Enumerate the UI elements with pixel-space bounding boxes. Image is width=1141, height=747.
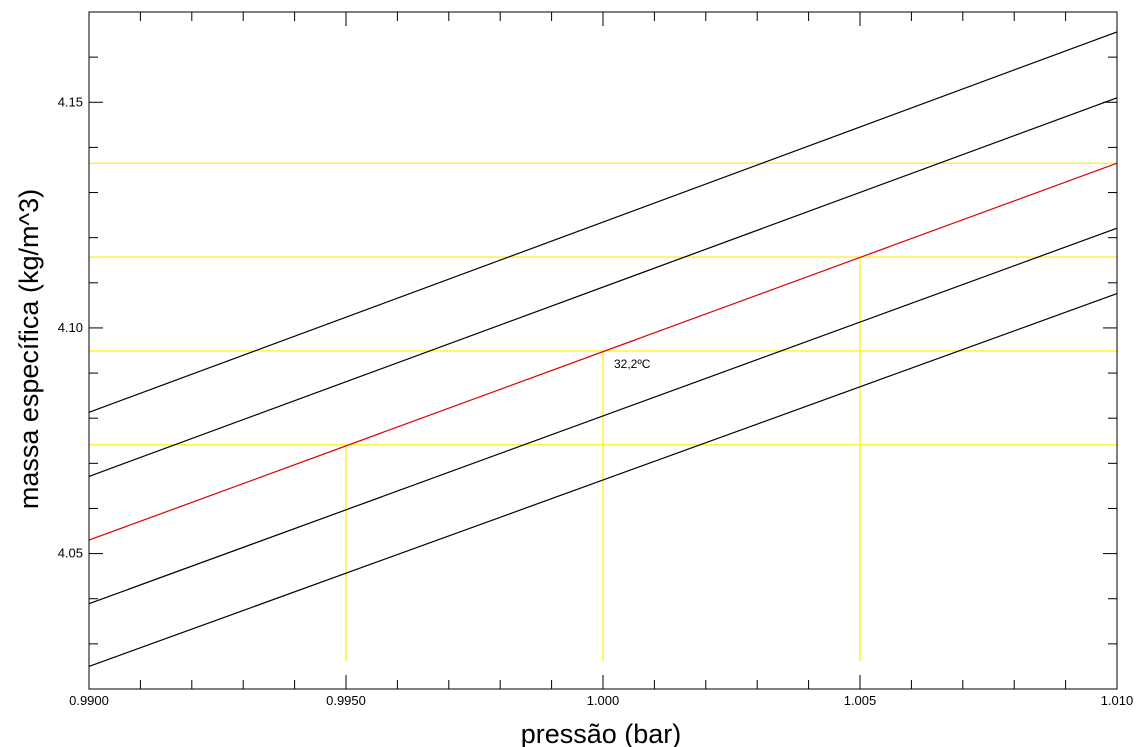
x-tick-label: 1.010: [1101, 693, 1134, 708]
x-tick-label: 1.000: [587, 693, 620, 708]
y-tick-label: 4.10: [58, 320, 83, 335]
x-tick-label: 1.005: [844, 693, 877, 708]
series-line-1: [88, 97, 1118, 477]
x-tick-label: 0.9900: [69, 693, 109, 708]
series-line-3: [88, 227, 1118, 605]
x-axis-title: pressão (bar): [521, 719, 682, 747]
temperature-annotation: 32,2ºC: [614, 357, 651, 371]
x-tick-label: 0.9950: [326, 693, 366, 708]
annotations: 32,2ºC: [614, 357, 651, 371]
y-axis-title: massa específica (kg/m^3): [14, 189, 44, 509]
y-tick-label: 4.15: [58, 94, 83, 109]
series-line-2: [88, 162, 1118, 541]
series-line-0: [88, 31, 1118, 413]
tick-labels: 0.9900 0.9950 1.000 1.005 1.010 4.05 4.10 4.15: [58, 94, 1134, 708]
series-line-4: [88, 293, 1118, 667]
y-tick-label: 4.05: [58, 546, 83, 561]
guide-lines: [89, 162, 1117, 661]
isotherm-lines: [88, 31, 1118, 667]
axis-ticks: [88, 11, 1118, 690]
